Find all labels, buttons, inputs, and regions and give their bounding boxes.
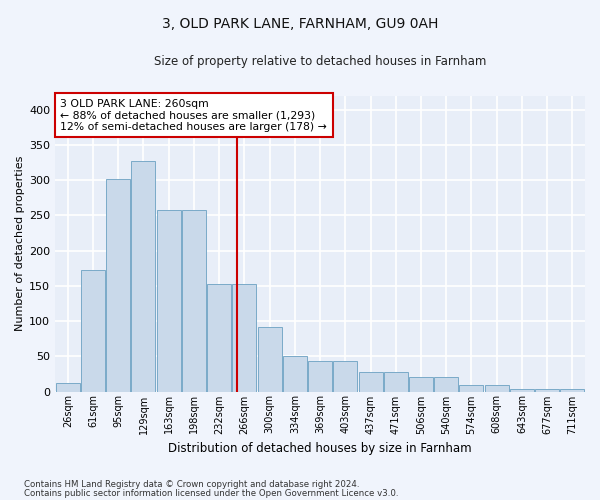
Bar — [257, 328, 281, 392]
Text: 3, OLD PARK LANE, FARNHAM, GU9 0AH: 3, OLD PARK LANE, FARNHAM, GU9 0AH — [162, 18, 438, 32]
X-axis label: Distribution of detached houses by size in Farnham: Distribution of detached houses by size … — [168, 442, 472, 455]
Bar — [106, 180, 130, 392]
Bar — [56, 383, 80, 392]
Bar — [359, 372, 383, 392]
Bar — [434, 378, 458, 392]
Title: Size of property relative to detached houses in Farnham: Size of property relative to detached ho… — [154, 55, 486, 68]
Bar — [560, 388, 584, 392]
Bar — [460, 385, 484, 392]
Y-axis label: Number of detached properties: Number of detached properties — [15, 156, 25, 331]
Bar — [510, 388, 534, 392]
Bar — [308, 361, 332, 392]
Bar — [334, 361, 357, 392]
Bar — [409, 378, 433, 392]
Bar — [283, 356, 307, 392]
Bar — [182, 210, 206, 392]
Bar — [131, 161, 155, 392]
Bar — [81, 270, 105, 392]
Bar — [535, 388, 559, 392]
Bar — [207, 284, 231, 392]
Text: Contains HM Land Registry data © Crown copyright and database right 2024.: Contains HM Land Registry data © Crown c… — [24, 480, 359, 489]
Bar — [485, 385, 509, 392]
Text: 3 OLD PARK LANE: 260sqm
← 88% of detached houses are smaller (1,293)
12% of semi: 3 OLD PARK LANE: 260sqm ← 88% of detache… — [61, 98, 327, 132]
Text: Contains public sector information licensed under the Open Government Licence v3: Contains public sector information licen… — [24, 489, 398, 498]
Bar — [157, 210, 181, 392]
Bar — [384, 372, 408, 392]
Bar — [232, 284, 256, 392]
